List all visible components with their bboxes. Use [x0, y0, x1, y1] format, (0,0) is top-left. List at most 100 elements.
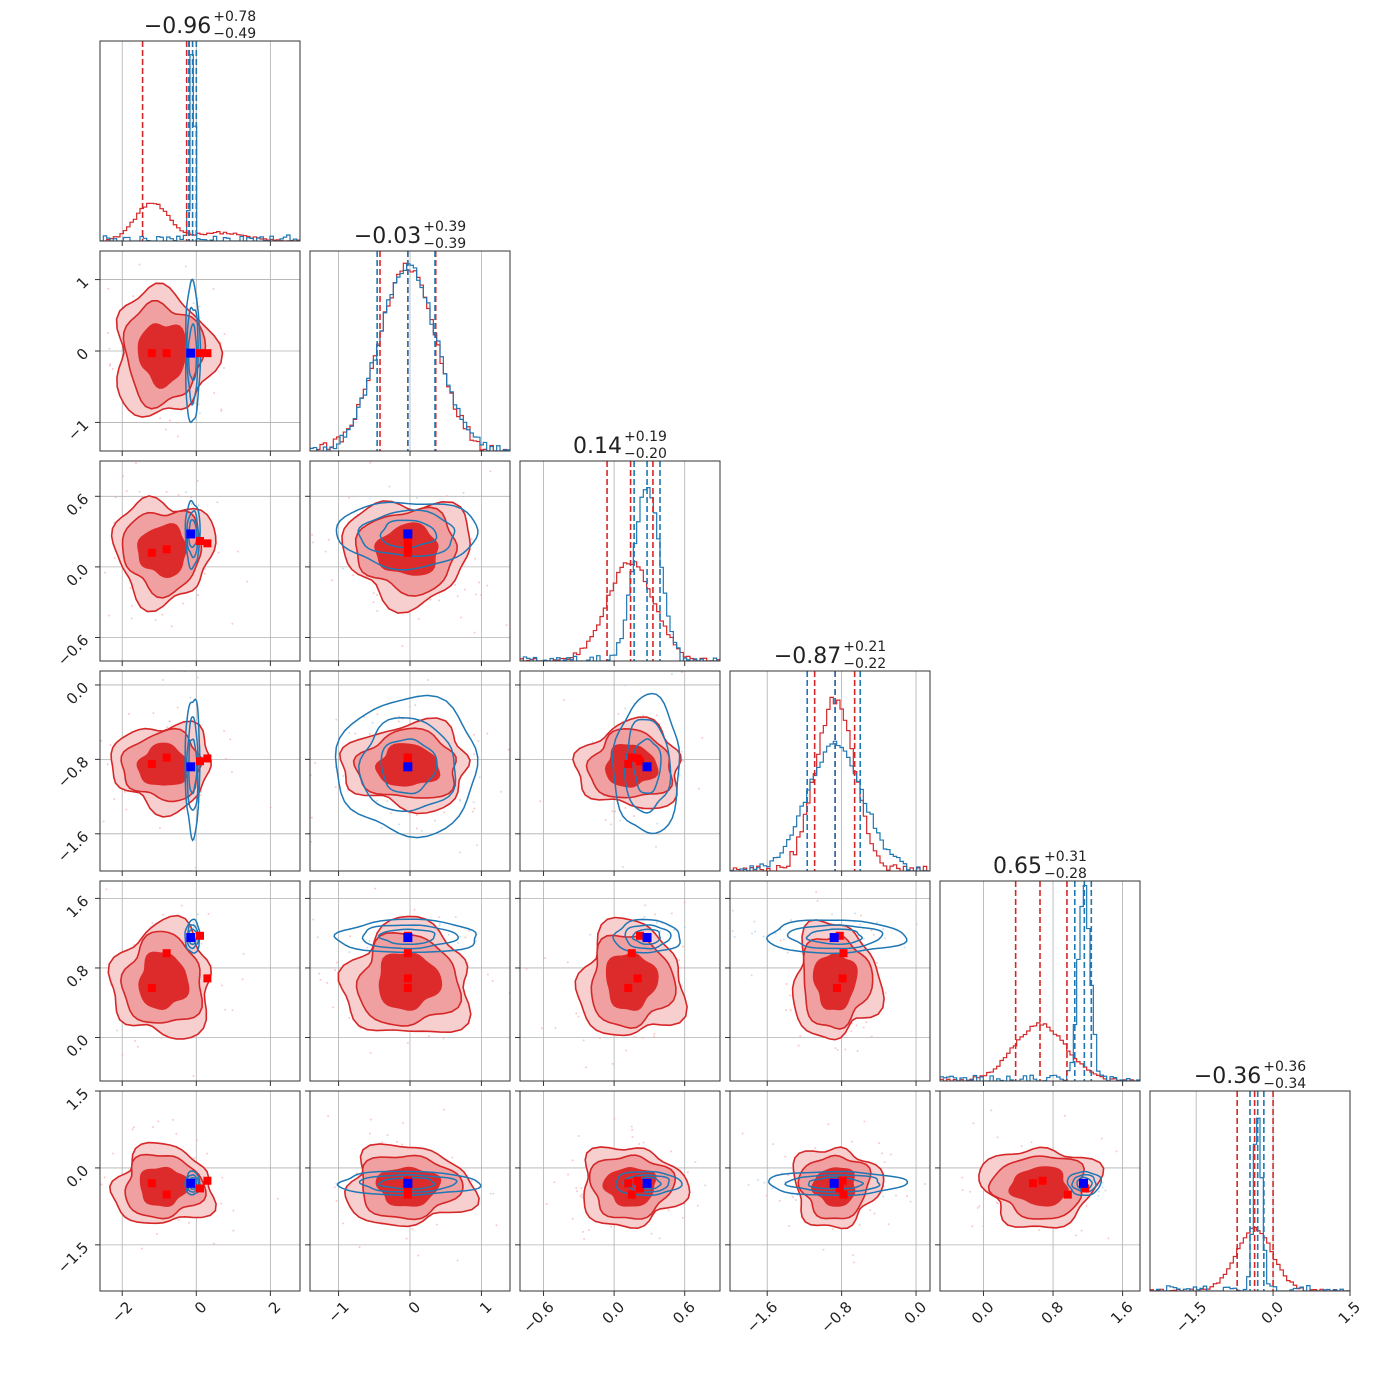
red-marker — [162, 753, 171, 762]
red-sample-point — [229, 738, 232, 741]
red-sample-point — [478, 581, 481, 584]
scatter-panel — [97, 1091, 300, 1291]
scatter-panel — [310, 881, 527, 1081]
red-marker — [162, 545, 171, 554]
blue-sample-point — [192, 921, 195, 924]
blue-sample-point — [525, 934, 527, 936]
blue-sample-point — [426, 678, 429, 681]
red-sample-point — [204, 567, 207, 570]
red-sample-point — [199, 794, 202, 797]
red-sample-point — [575, 1187, 578, 1190]
diagonal-panel — [1150, 1091, 1350, 1291]
blue-contour — [805, 928, 864, 945]
blue-sample-point — [189, 696, 192, 699]
red-sample-point — [969, 1190, 972, 1193]
panel-title: −0.87 +0.21−0.22 — [774, 639, 886, 672]
title-value: −0.96 — [144, 14, 211, 39]
red-sample-point — [402, 1122, 405, 1125]
blue-sample-point — [659, 930, 662, 933]
blue-sample-point — [459, 851, 462, 854]
red-sample-point — [632, 814, 635, 817]
red-marker — [403, 1184, 412, 1193]
blue-histogram — [520, 486, 720, 661]
blue-sample-point — [619, 819, 622, 822]
red-contour — [812, 952, 858, 1011]
blue-sample-point — [533, 770, 535, 772]
panel-title: 0.65 +0.31−0.28 — [993, 849, 1087, 882]
red-sample-point — [138, 263, 141, 266]
blue-contour — [184, 698, 201, 842]
red-sample-point — [657, 833, 660, 836]
red-marker — [838, 974, 847, 983]
blue-sample-point — [193, 402, 196, 405]
x-tick-label: −1.5 — [1172, 1298, 1210, 1336]
x-tick-label: 0.0 — [968, 1298, 998, 1328]
x-tick-label: −0.6 — [519, 1298, 557, 1336]
y-tick-label: −0.6 — [54, 631, 92, 669]
blue-sample-point — [472, 801, 475, 804]
red-sample-point — [165, 490, 168, 493]
red-sample-point — [680, 671, 683, 674]
red-sample-point — [97, 1184, 99, 1186]
blue-contour — [357, 509, 456, 557]
blue-histogram — [1150, 1117, 1350, 1291]
red-sample-point — [474, 557, 477, 560]
scatter-panel — [520, 671, 720, 871]
red-sample-point — [1107, 1237, 1110, 1240]
red-sample-point — [352, 574, 355, 577]
red-sample-point — [334, 969, 337, 972]
red-sample-point — [611, 810, 614, 813]
red-sample-point — [223, 333, 226, 336]
panel-title: −0.96 +0.78−0.49 — [144, 9, 256, 42]
blue-sample-point — [341, 567, 344, 570]
red-sample-point — [451, 1156, 454, 1159]
red-sample-point — [978, 1205, 981, 1208]
red-sample-point — [122, 475, 125, 478]
blue-sample-point — [194, 839, 197, 842]
red-sample-point — [184, 265, 187, 268]
red-sample-point — [303, 535, 305, 537]
panel-frame — [1149, 1090, 1351, 1292]
red-sample-point — [640, 808, 643, 811]
red-sample-point — [369, 1118, 372, 1121]
blue-sample-point — [196, 676, 199, 679]
scatter-panel — [940, 1091, 1140, 1291]
red-sample-point — [364, 455, 366, 457]
blue-marker — [642, 762, 652, 772]
red-sample-point — [683, 901, 686, 904]
red-sample-point — [1115, 1150, 1118, 1153]
red-sample-point — [566, 961, 569, 964]
red-sample-point — [670, 912, 673, 915]
red-sample-point — [216, 501, 219, 504]
red-sample-point — [779, 939, 782, 942]
red-sample-point — [553, 1181, 556, 1184]
blue-marker — [642, 933, 652, 943]
blue-contour — [184, 278, 202, 424]
blue-sample-point — [197, 472, 199, 474]
red-sample-point — [157, 1120, 160, 1123]
blue-sample-point — [720, 936, 722, 938]
red-sample-point — [961, 1176, 964, 1179]
red-marker — [196, 931, 204, 940]
red-sample-point — [1080, 1229, 1083, 1232]
title-plus-error: +0.19 — [624, 429, 667, 445]
red-sample-point — [750, 974, 753, 977]
red-sample-point — [443, 811, 446, 814]
red-marker — [624, 1179, 633, 1188]
scatter-panel — [520, 1091, 720, 1291]
red-sample-point — [88, 733, 90, 735]
red-sample-point — [417, 617, 420, 620]
blue-sample-point — [368, 939, 371, 942]
red-sample-point — [814, 1147, 817, 1150]
red-sample-point — [312, 541, 315, 544]
red-sample-point — [464, 936, 467, 939]
red-sample-point — [887, 1223, 890, 1226]
red-sample-point — [827, 1123, 830, 1126]
y-tick-label: 0 — [73, 345, 92, 364]
red-sample-point — [335, 1199, 338, 1202]
blue-marker — [186, 933, 196, 943]
title-plus-error: +0.21 — [843, 639, 886, 655]
red-sample-point — [212, 287, 215, 290]
